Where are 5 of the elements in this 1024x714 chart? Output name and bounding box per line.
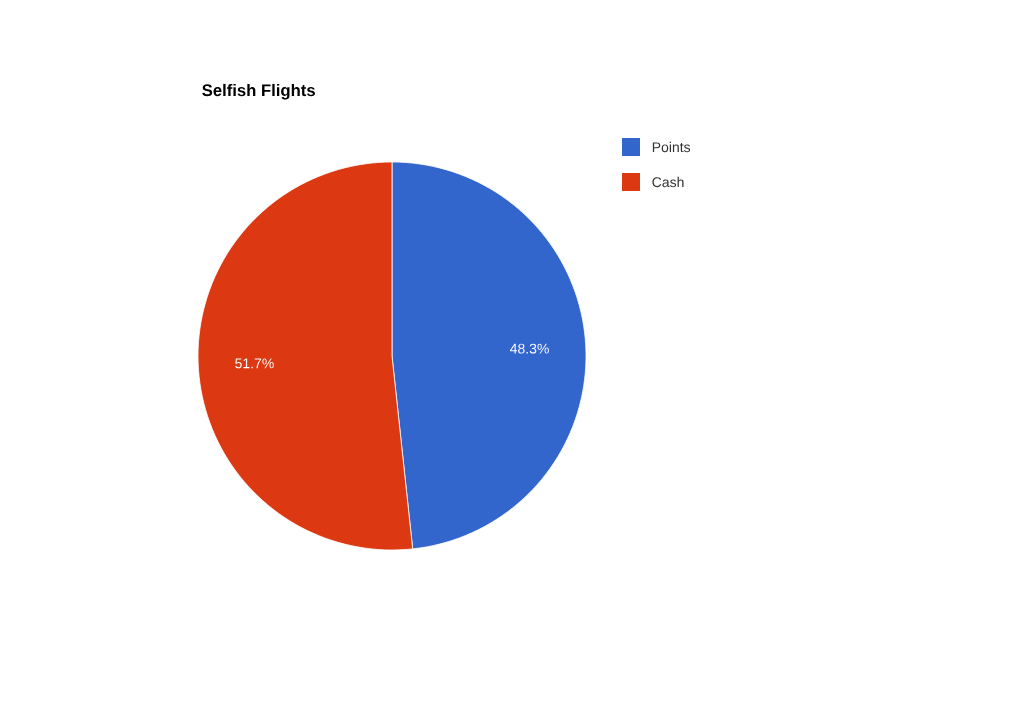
chart-title: Selfish Flights [202, 83, 315, 100]
data-label: 48.3% [510, 343, 549, 354]
legend-label: Cash [652, 176, 684, 188]
data-label: 51.7% [235, 358, 274, 369]
legend-label: Points [652, 141, 691, 153]
